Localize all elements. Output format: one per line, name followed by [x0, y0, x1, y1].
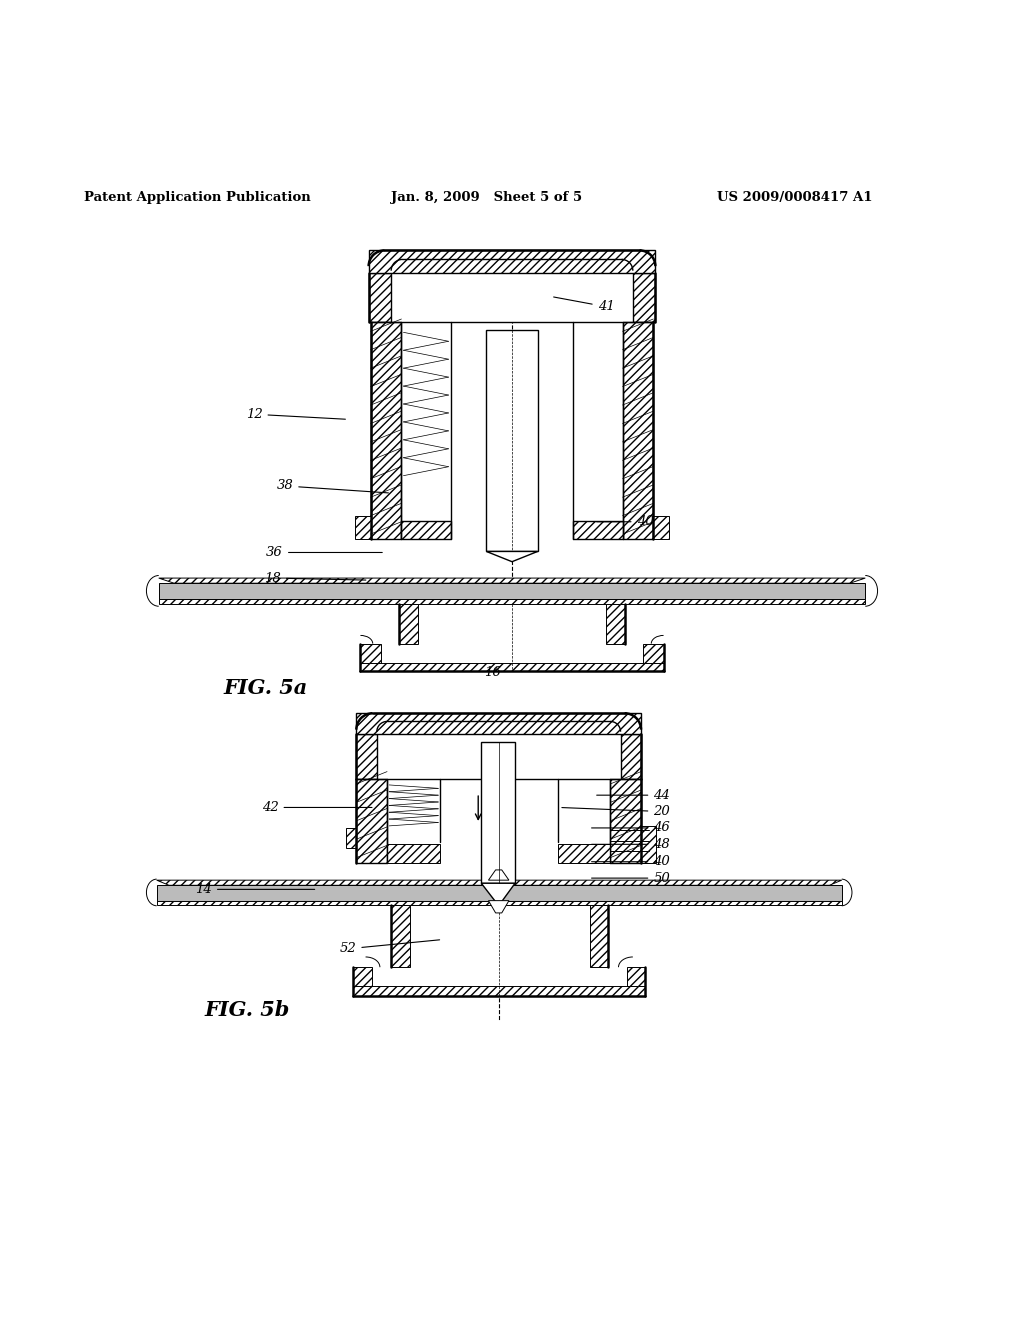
Polygon shape — [159, 598, 865, 603]
Bar — [157, 886, 842, 900]
Text: Jan. 8, 2009   Sheet 5 of 5: Jan. 8, 2009 Sheet 5 of 5 — [391, 191, 583, 205]
Bar — [391, 273, 633, 322]
Bar — [410, 904, 590, 968]
Text: 40: 40 — [592, 855, 670, 869]
Polygon shape — [356, 713, 641, 734]
Polygon shape — [401, 520, 451, 539]
Text: 14: 14 — [196, 883, 314, 896]
Bar — [377, 734, 621, 779]
Text: 20: 20 — [562, 805, 670, 818]
Polygon shape — [356, 734, 377, 779]
Polygon shape — [369, 251, 655, 273]
Text: 41: 41 — [554, 297, 614, 313]
Text: 36: 36 — [266, 546, 382, 558]
Polygon shape — [610, 779, 641, 863]
Polygon shape — [573, 520, 623, 539]
Polygon shape — [653, 516, 669, 539]
Polygon shape — [590, 904, 608, 968]
Text: 40: 40 — [597, 515, 653, 528]
Polygon shape — [391, 904, 410, 968]
Text: US 2009/0008417 A1: US 2009/0008417 A1 — [717, 191, 872, 205]
Polygon shape — [481, 883, 515, 906]
Polygon shape — [353, 986, 645, 995]
Polygon shape — [360, 644, 381, 663]
Bar — [418, 603, 606, 672]
Polygon shape — [159, 578, 865, 583]
Text: 18: 18 — [264, 572, 366, 585]
Text: 48: 48 — [592, 838, 670, 851]
Bar — [159, 583, 865, 598]
Polygon shape — [486, 552, 538, 562]
Polygon shape — [558, 845, 610, 863]
Polygon shape — [633, 273, 655, 322]
Polygon shape — [399, 603, 418, 644]
Polygon shape — [627, 968, 645, 986]
Polygon shape — [157, 900, 842, 904]
Polygon shape — [606, 603, 625, 644]
Polygon shape — [621, 734, 641, 779]
Polygon shape — [623, 322, 653, 539]
Text: FIG. 5b: FIG. 5b — [205, 1001, 290, 1020]
Text: 12: 12 — [246, 408, 345, 421]
Polygon shape — [488, 900, 509, 913]
Text: 52: 52 — [340, 940, 439, 956]
Polygon shape — [641, 826, 656, 863]
Text: 44: 44 — [597, 788, 670, 801]
Text: FIG. 5a: FIG. 5a — [223, 678, 307, 698]
Text: 46: 46 — [592, 821, 670, 834]
Polygon shape — [387, 845, 440, 863]
Polygon shape — [356, 779, 387, 863]
Text: 38: 38 — [276, 479, 388, 492]
Text: 16: 16 — [484, 665, 501, 678]
Polygon shape — [371, 322, 401, 539]
Text: 42: 42 — [262, 801, 372, 814]
Text: 50: 50 — [592, 871, 670, 884]
Polygon shape — [481, 742, 515, 883]
Polygon shape — [360, 663, 664, 672]
Text: Patent Application Publication: Patent Application Publication — [84, 191, 310, 205]
Polygon shape — [488, 870, 509, 880]
Polygon shape — [346, 828, 356, 849]
Bar — [410, 904, 590, 995]
Polygon shape — [643, 644, 664, 663]
Polygon shape — [355, 516, 371, 539]
Polygon shape — [353, 968, 372, 986]
Polygon shape — [157, 880, 842, 886]
Polygon shape — [486, 330, 538, 552]
Polygon shape — [369, 273, 391, 322]
